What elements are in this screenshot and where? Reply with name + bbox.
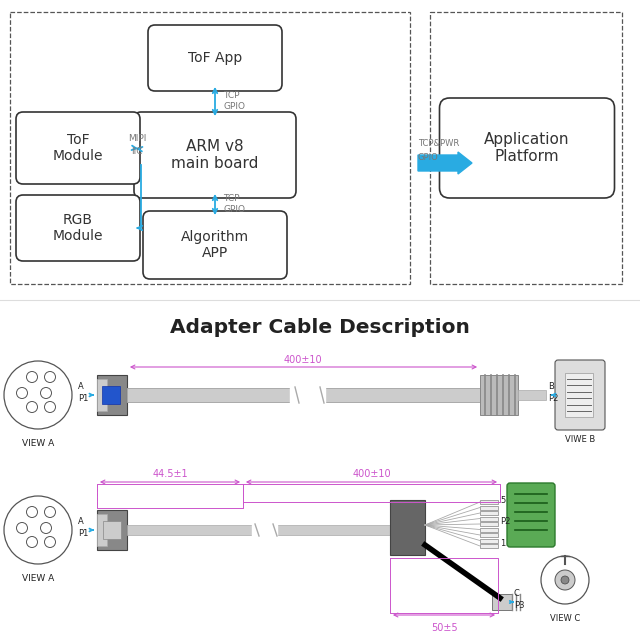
Circle shape: [17, 522, 28, 534]
FancyBboxPatch shape: [507, 483, 555, 547]
Circle shape: [26, 371, 38, 383]
Text: GPIO: GPIO: [223, 102, 245, 111]
Text: VIEW A: VIEW A: [22, 574, 54, 583]
Text: RGB
Module: RGB Module: [52, 213, 103, 243]
FancyBboxPatch shape: [555, 360, 605, 430]
Text: P2: P2: [548, 394, 558, 403]
Bar: [102, 386, 120, 404]
Text: 50±5: 50±5: [431, 623, 458, 633]
Circle shape: [45, 371, 56, 383]
Circle shape: [17, 387, 28, 399]
Bar: [480, 544, 498, 548]
FancyBboxPatch shape: [143, 211, 287, 279]
Text: C: C: [514, 589, 520, 598]
Bar: [480, 522, 498, 526]
Text: 44.5±1: 44.5±1: [152, 469, 188, 479]
Bar: [480, 500, 498, 504]
Text: GPIO: GPIO: [418, 152, 439, 161]
Bar: [103, 521, 121, 539]
Text: 400±10: 400±10: [284, 355, 323, 365]
Bar: [480, 527, 498, 531]
Text: Adapter Cable Description: Adapter Cable Description: [170, 318, 470, 337]
FancyBboxPatch shape: [16, 195, 140, 261]
Bar: [565, 373, 593, 417]
Circle shape: [26, 506, 38, 518]
Circle shape: [45, 506, 56, 518]
Bar: [480, 506, 498, 509]
Circle shape: [561, 576, 569, 584]
Circle shape: [541, 556, 589, 604]
Bar: [97, 379, 107, 411]
Bar: [480, 516, 498, 520]
FancyBboxPatch shape: [440, 98, 614, 198]
Circle shape: [555, 570, 575, 590]
Text: ToF App: ToF App: [188, 51, 242, 65]
FancyArrow shape: [418, 152, 472, 174]
Bar: [390, 500, 425, 555]
Bar: [480, 538, 498, 543]
Text: VIEW A: VIEW A: [22, 439, 54, 448]
Bar: [97, 514, 107, 546]
Text: ARM v8
main board: ARM v8 main board: [172, 139, 259, 172]
Text: ToF
Module: ToF Module: [52, 133, 103, 163]
Text: TCP: TCP: [223, 194, 239, 203]
Bar: [97, 510, 127, 550]
Circle shape: [4, 361, 72, 429]
Text: MIPI: MIPI: [128, 134, 146, 143]
Bar: [480, 375, 518, 415]
FancyBboxPatch shape: [148, 25, 282, 91]
Text: 5: 5: [500, 495, 505, 504]
Text: Algorithm
APP: Algorithm APP: [181, 230, 249, 260]
Text: VIWE B: VIWE B: [565, 435, 595, 444]
Bar: [430, 12, 622, 284]
Bar: [518, 390, 546, 400]
Text: 400±10: 400±10: [352, 469, 391, 479]
Bar: [127, 388, 480, 402]
Text: A: A: [78, 516, 84, 525]
Circle shape: [45, 401, 56, 413]
Text: VIEW C: VIEW C: [550, 614, 580, 623]
Text: TCP: TCP: [223, 91, 239, 100]
FancyBboxPatch shape: [16, 112, 140, 184]
Circle shape: [4, 496, 72, 564]
Text: TCP&PWR: TCP&PWR: [418, 138, 460, 147]
Bar: [97, 375, 127, 415]
Text: P1: P1: [78, 529, 88, 538]
Circle shape: [26, 401, 38, 413]
Bar: [492, 594, 512, 610]
Circle shape: [40, 387, 51, 399]
Circle shape: [26, 536, 38, 547]
Text: P1: P1: [78, 394, 88, 403]
Bar: [480, 511, 498, 515]
Text: IIC: IIC: [131, 147, 143, 156]
Circle shape: [45, 536, 56, 547]
Text: P3: P3: [514, 602, 525, 611]
Bar: [10, 12, 410, 284]
FancyBboxPatch shape: [134, 112, 296, 198]
Bar: [127, 525, 390, 535]
Text: 1: 1: [500, 540, 505, 548]
Text: GPIO: GPIO: [223, 205, 245, 214]
Text: A: A: [78, 381, 84, 390]
Bar: [480, 533, 498, 537]
Text: Application
Platform: Application Platform: [484, 132, 570, 164]
Text: B: B: [548, 381, 554, 390]
Circle shape: [40, 522, 51, 534]
Text: P2: P2: [500, 518, 510, 527]
